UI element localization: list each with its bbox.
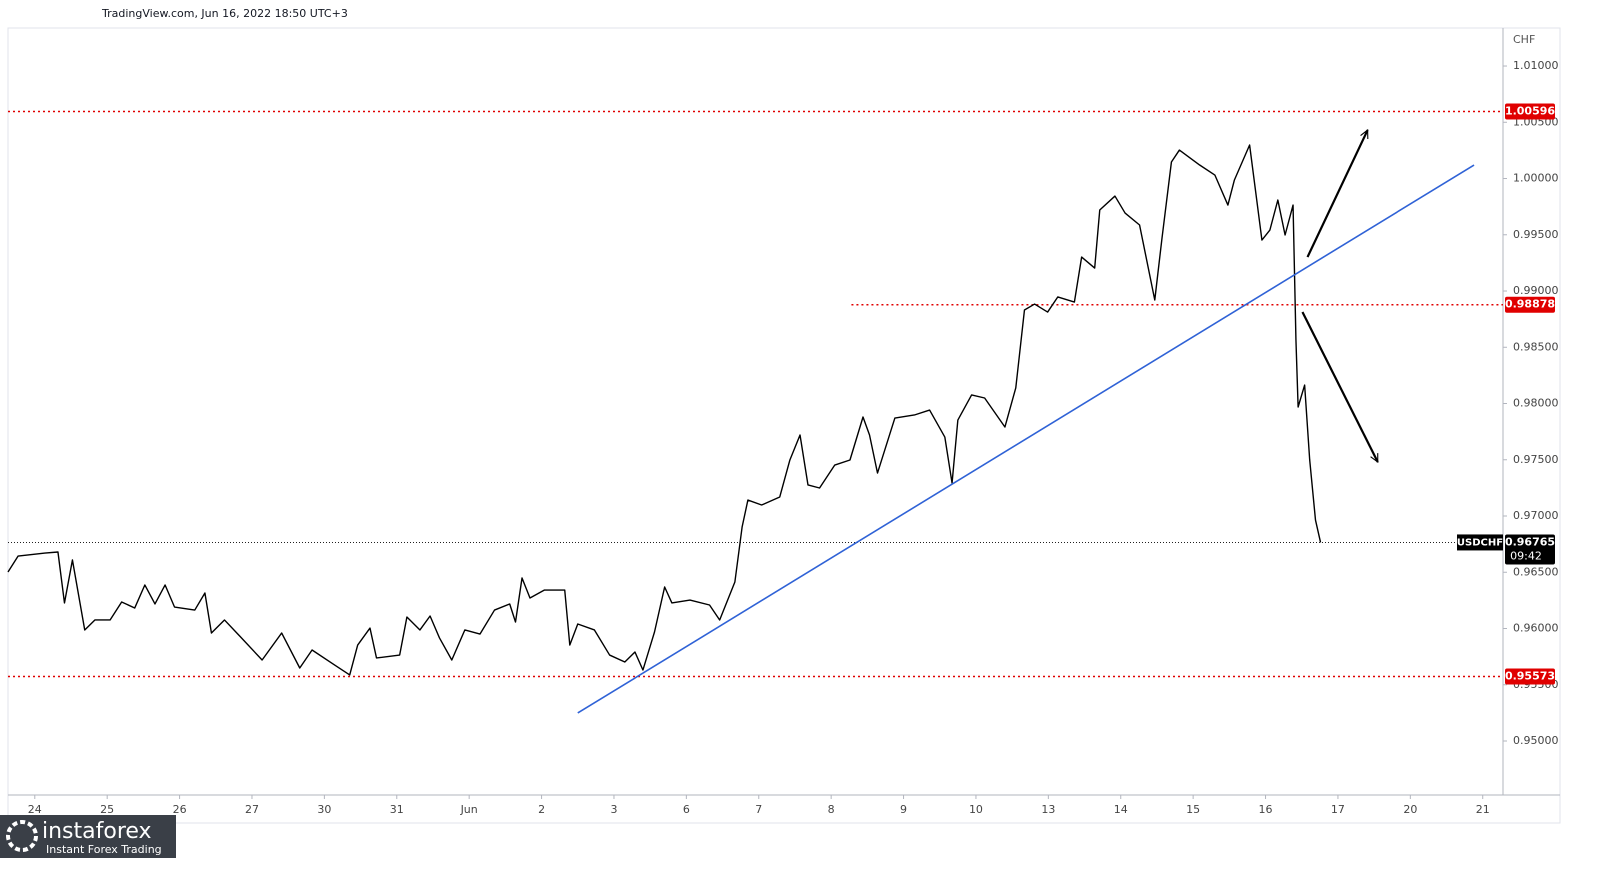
x-tick-label: 31: [390, 803, 404, 816]
x-tick-label: 25: [100, 803, 114, 816]
x-tick-label: 2: [538, 803, 545, 816]
brand: instaforex: [42, 819, 152, 844]
x-tick-label: 21: [1476, 803, 1490, 816]
x-tick-label: 3: [610, 803, 617, 816]
arrow: [1301, 311, 1379, 462]
x-tick-label: 7: [755, 803, 762, 816]
x-tick-label: 24: [28, 803, 42, 816]
price-line: [7, 144, 1322, 676]
plot: 0.950000.955000.960000.965000.970000.975…: [7, 59, 1559, 816]
x-tick-label: 17: [1331, 803, 1345, 816]
arrow: [1306, 130, 1369, 258]
tagline: Instant Forex Trading: [46, 843, 162, 856]
y-tick-label: 0.97500: [1513, 453, 1559, 466]
level-label: 1.00596: [1505, 104, 1555, 117]
y-tick-label: 0.96500: [1513, 565, 1559, 578]
symbol-tag: USDCHF: [1457, 537, 1503, 548]
y-tick-label: 0.98000: [1513, 397, 1559, 410]
x-tick-label: 6: [683, 803, 690, 816]
watermark: instaforex Instant Forex Trading: [0, 815, 176, 858]
symbol-tag-box: [1457, 534, 1503, 551]
y-tick-label: 0.98500: [1513, 340, 1559, 353]
level-label: 0.95573: [1505, 670, 1555, 683]
x-tick-label: 27: [245, 803, 259, 816]
x-tick-label: 8: [828, 803, 835, 816]
x-tick-label: 30: [317, 803, 331, 816]
trendline: [577, 164, 1475, 714]
x-tick-label: 15: [1186, 803, 1200, 816]
x-tick-label: 10: [969, 803, 983, 816]
y-tick-label: 0.95000: [1513, 734, 1559, 747]
countdown: 09:42: [1510, 549, 1542, 562]
x-tick-label: 20: [1403, 803, 1417, 816]
frame: [7, 27, 1561, 824]
source: TradingView.com, Jun 16, 2022 18:50 UTC+…: [101, 7, 348, 20]
y-tick-label: 0.99500: [1513, 228, 1559, 241]
x-tick-label: 9: [900, 803, 907, 816]
last-price-label: 0.96765: [1505, 535, 1555, 548]
x-tick-label: 26: [173, 803, 187, 816]
x-tick-label: 13: [1041, 803, 1055, 816]
y-tick-label: 0.97000: [1513, 509, 1559, 522]
x-tick-label: Jun: [460, 803, 478, 816]
y-tick-label: 1.01000: [1513, 59, 1559, 72]
y-tick-label: 0.96000: [1513, 622, 1559, 635]
level-label-box: [1505, 668, 1555, 685]
currency: CHF: [1513, 33, 1535, 46]
x-tick-label: 14: [1114, 803, 1128, 816]
y-tick-label: 1.00000: [1513, 172, 1559, 185]
level-label-box: [1505, 103, 1555, 120]
last-price-box: [1505, 534, 1555, 565]
level-label-box: [1505, 296, 1555, 313]
level-label: 0.98878: [1505, 298, 1555, 311]
y-tick-label: 0.99000: [1513, 284, 1559, 297]
x-tick-label: 16: [1259, 803, 1273, 816]
logo-icon: [6, 820, 38, 852]
